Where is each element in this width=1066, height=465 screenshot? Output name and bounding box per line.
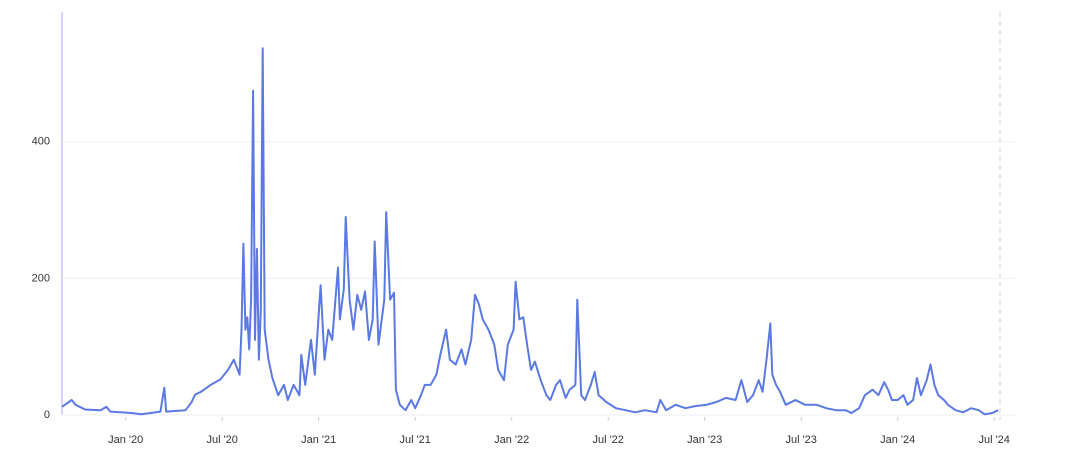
x-tick-label: Jul '20 [206,434,237,446]
y-tick-label: 400 [32,136,50,148]
x-tick-label: Jul '21 [399,434,430,446]
x-tick-label: Jul '24 [978,434,1009,446]
x-tick-label: Jan '21 [301,434,336,446]
line-series [61,47,999,416]
x-tick-label: Jan '20 [108,434,143,446]
y-tick-label: 0 [44,409,50,421]
x-tick-label: Jan '23 [687,434,722,446]
x-tick-label: Jul '22 [592,434,623,446]
x-tick-label: Jul '23 [785,434,816,446]
y-tick-label: 200 [32,272,50,284]
x-tick-label: Jan '22 [494,434,529,446]
x-tick-label: Jan '24 [880,434,915,446]
